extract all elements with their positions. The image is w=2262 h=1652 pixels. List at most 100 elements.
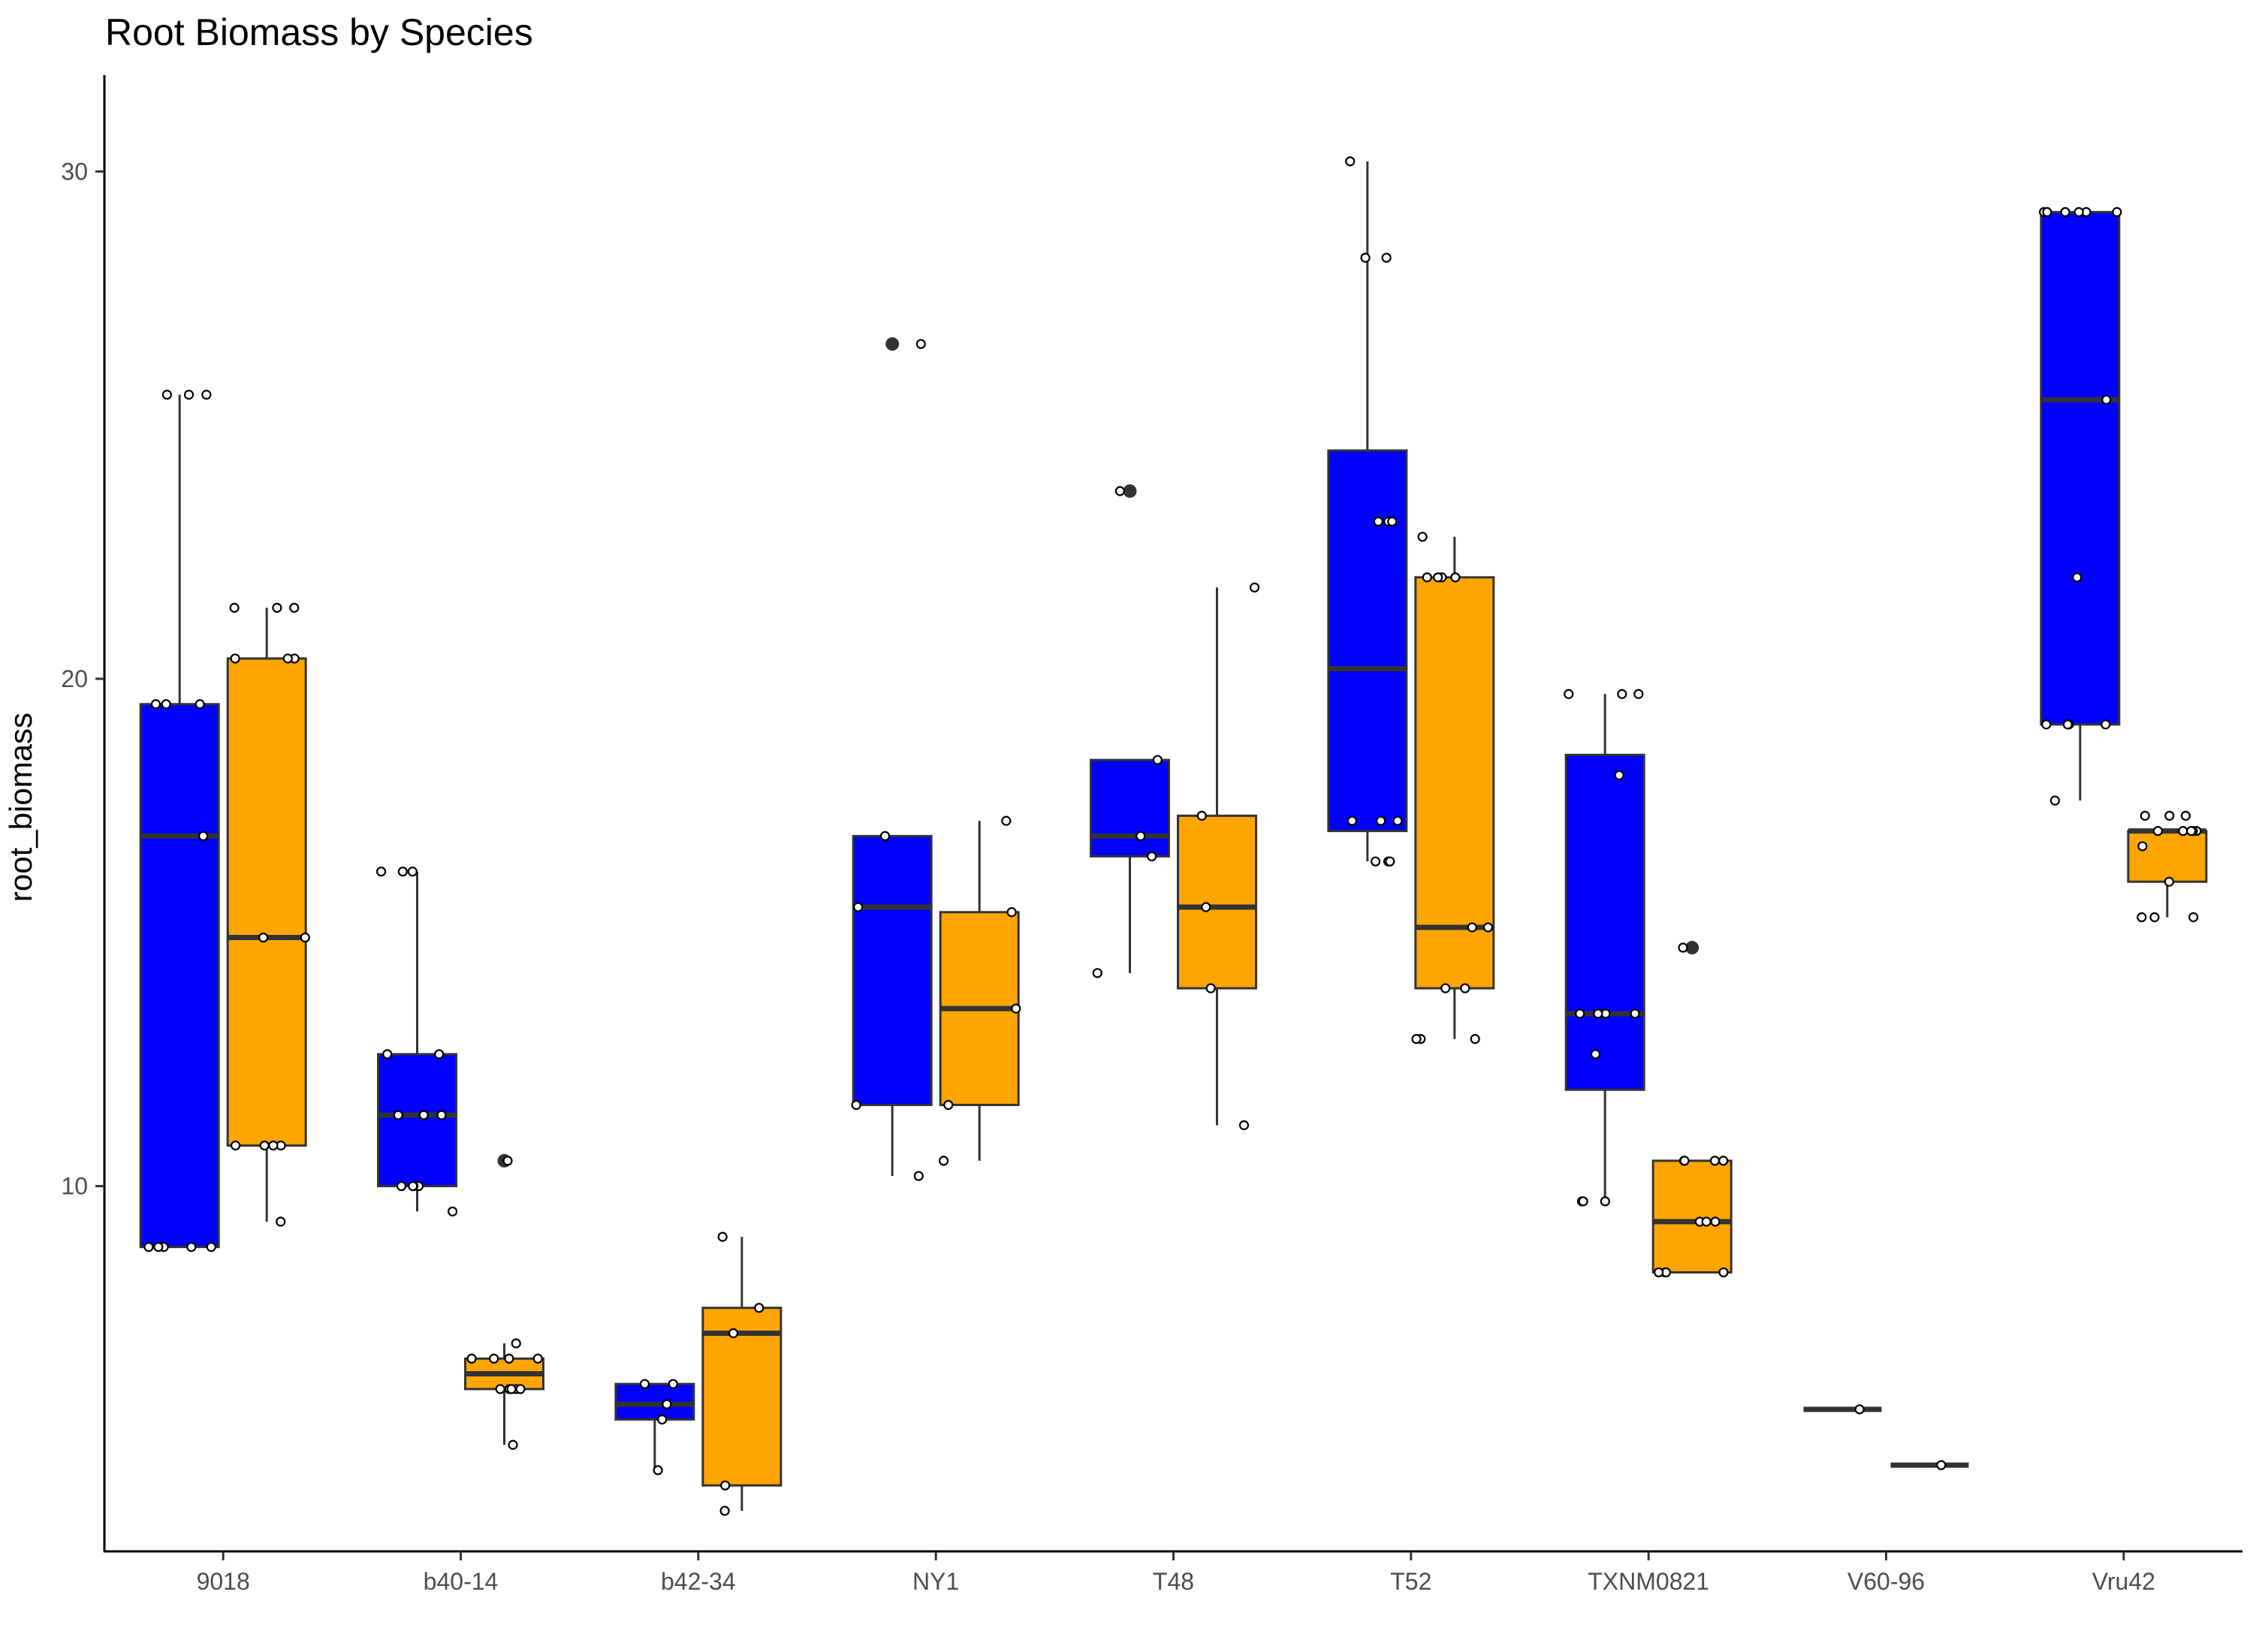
jitter-point [717, 1231, 728, 1242]
x-tick-label: T48 [1153, 1568, 1194, 1595]
jitter-point [502, 1156, 513, 1166]
jitter-point [851, 1099, 861, 1111]
jitter-point [1718, 1156, 1729, 1166]
jitter-point [1411, 1034, 1422, 1045]
jitter-point [153, 1242, 164, 1253]
box-body [701, 1307, 783, 1487]
y-tick-label: 30 [61, 158, 88, 185]
box-T52-1 [1414, 536, 1495, 1039]
jitter-point [259, 1140, 270, 1151]
jitter-point [2074, 206, 2084, 218]
jitter-point [668, 1379, 678, 1389]
y-axis-ticks: 10 20 30 [61, 158, 104, 1200]
box-body [1564, 753, 1645, 1091]
jitter-point [915, 339, 926, 349]
jitter-point [2140, 810, 2150, 821]
jitter-point [853, 902, 864, 912]
jitter-point [943, 1099, 954, 1111]
jitter-point [2060, 206, 2070, 218]
outlier-point [885, 337, 900, 351]
box-body [852, 834, 933, 1106]
box-body [226, 657, 307, 1147]
box-NY1-1 [939, 821, 1020, 1161]
jitter-point [662, 1399, 672, 1409]
y-tick-label: 20 [61, 665, 88, 692]
jitter-point [1654, 1267, 1664, 1278]
jitter-point [268, 1140, 279, 1151]
jitter-point [1590, 1049, 1601, 1060]
jitter-point [2137, 841, 2148, 852]
jitter-point [2180, 810, 2191, 821]
jitter-point [1373, 516, 1383, 527]
jitter-point [408, 1180, 418, 1192]
jitter-point [1422, 572, 1432, 583]
jitter-point [282, 653, 293, 664]
jitter-point [1006, 907, 1017, 918]
box-b40-14-0 [377, 871, 457, 1212]
jitter-point [2049, 795, 2060, 806]
jitter-point [397, 867, 408, 877]
box-9018-0 [139, 394, 220, 1249]
jitter-point [2101, 719, 2111, 730]
jitter-point [1617, 689, 1627, 699]
jitter-point [2062, 719, 2073, 730]
jitter-point [1387, 516, 1398, 527]
jitter-point [2149, 912, 2160, 923]
box-body [2127, 830, 2208, 883]
jitter-point [201, 390, 212, 400]
jitter-point [289, 602, 300, 613]
box-T52-0 [1327, 161, 1408, 862]
x-tick-label: b40-14 [424, 1568, 499, 1595]
box-T48-1 [1177, 587, 1257, 1126]
box-Vru42-0 [2040, 210, 2121, 801]
jitter-point [1347, 815, 1357, 826]
jitter-point [653, 1465, 663, 1476]
jitter-point [206, 1242, 216, 1253]
x-tick-label: T52 [1390, 1568, 1431, 1595]
chart-title: Root Biomass by Species [105, 11, 533, 53]
box-NY1-0 [852, 337, 933, 1177]
jitter-point [161, 390, 173, 400]
jitter-point [1381, 252, 1392, 263]
jitter-point [1417, 532, 1428, 542]
jitter-point [1440, 983, 1451, 993]
jitter-point [2072, 572, 2083, 583]
jitter-point [230, 1140, 241, 1151]
jitter-point [198, 831, 209, 842]
box-body [139, 703, 220, 1249]
jitter-point [396, 1180, 407, 1192]
jitter-point [393, 1110, 403, 1120]
jitter-point [1011, 1003, 1021, 1014]
jitter-point [1136, 831, 1146, 842]
jitter-point [2152, 826, 2164, 837]
jitter-point [532, 1353, 543, 1364]
jitter-point [1679, 1156, 1690, 1166]
jitter-point [511, 1338, 521, 1349]
x-axis-ticks: 9018 b40-14 b42-34 NY1 T48 T52 TXNM0821 V60-96 V… [197, 1551, 2155, 1595]
jitter-point [1854, 1404, 1865, 1415]
jitter-point [1238, 1120, 1250, 1131]
jitter-point [186, 1242, 197, 1253]
jitter-point [1433, 572, 1443, 583]
jitter-point [1678, 942, 1688, 953]
x-tick-label: Vru42 [2092, 1568, 2155, 1595]
jitter-point [466, 1353, 477, 1364]
x-tick-label: V60-96 [1847, 1568, 1925, 1595]
jitter-point [754, 1303, 765, 1313]
jitter-point [2188, 912, 2199, 923]
jitter-point [1249, 582, 1260, 592]
jitter-point [2137, 912, 2147, 923]
jitter-point [1001, 815, 1012, 826]
jitter-point [2041, 719, 2052, 730]
jitter-point [1630, 1008, 1640, 1019]
jitter-point [229, 602, 240, 613]
jitter-point [1467, 922, 1477, 933]
jitter-point [728, 1328, 739, 1339]
jitter-point [143, 1242, 154, 1253]
jitter-point [161, 699, 171, 710]
jitter-point [1600, 1196, 1610, 1207]
jitter-point [508, 1439, 518, 1450]
jitter-point [258, 932, 269, 943]
x-tick-label: b42-34 [661, 1568, 736, 1595]
